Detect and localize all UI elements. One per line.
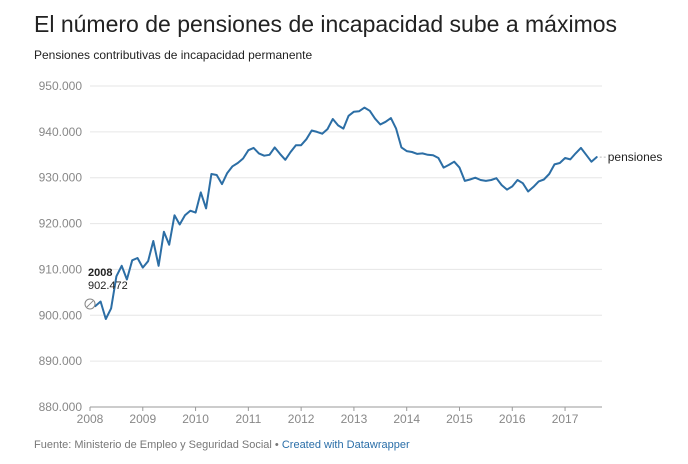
chart-footer: Fuente: Ministerio de Empleo y Seguridad… — [34, 439, 410, 451]
chart-subtitle: Pensiones contributivas de incapacidad p… — [34, 48, 313, 62]
y-tick-label: 900.000 — [39, 308, 83, 322]
series-label: pensiones — [608, 150, 663, 164]
x-tick-label: 2008 — [77, 412, 104, 426]
x-tick-label: 2013 — [341, 412, 368, 426]
y-tick-label: 950.000 — [39, 79, 83, 93]
footer-separator: • — [274, 439, 279, 451]
source-text: Fuente: Ministerio de Empleo y Seguridad… — [34, 439, 272, 451]
series-group: pensiones — [89, 106, 663, 320]
y-tick-label: 920.000 — [39, 217, 83, 231]
gridlines — [90, 85, 602, 408]
y-axis-ticks: 880.000 890.000 900.000 910.000 920.000 930.0… — [39, 79, 83, 414]
x-tick-label: 2011 — [235, 412, 261, 426]
annotation-marker-stroke — [86, 300, 94, 308]
datawrapper-credit-link[interactable]: Created with Datawrapper — [281, 439, 410, 451]
x-tick-label: 2014 — [393, 412, 420, 426]
y-tick-label: 890.000 — [39, 354, 83, 368]
x-tick-label: 2009 — [129, 412, 156, 426]
x-tick-label: 2015 — [446, 412, 473, 426]
y-tick-label: 940.000 — [39, 125, 83, 139]
y-tick-label: 910.000 — [39, 262, 83, 276]
x-tick-label: 2017 — [552, 412, 579, 426]
series-line-pensiones — [89, 106, 598, 320]
x-axis-ticks: 2008 2009 2010 2011 2012 2013 2014 2015 2016 2017 — [77, 407, 579, 426]
chart-title: El número de pensiones de incapacidad su… — [34, 11, 618, 37]
annotation-year: 2008 — [88, 267, 112, 279]
x-tick-label: 2010 — [182, 412, 209, 426]
y-tick-label: 880.000 — [39, 400, 83, 414]
x-tick-label: 2012 — [288, 412, 315, 426]
y-tick-label: 930.000 — [39, 171, 83, 185]
x-tick-label: 2016 — [499, 412, 526, 426]
annotation-value: 902.472 — [88, 280, 128, 292]
